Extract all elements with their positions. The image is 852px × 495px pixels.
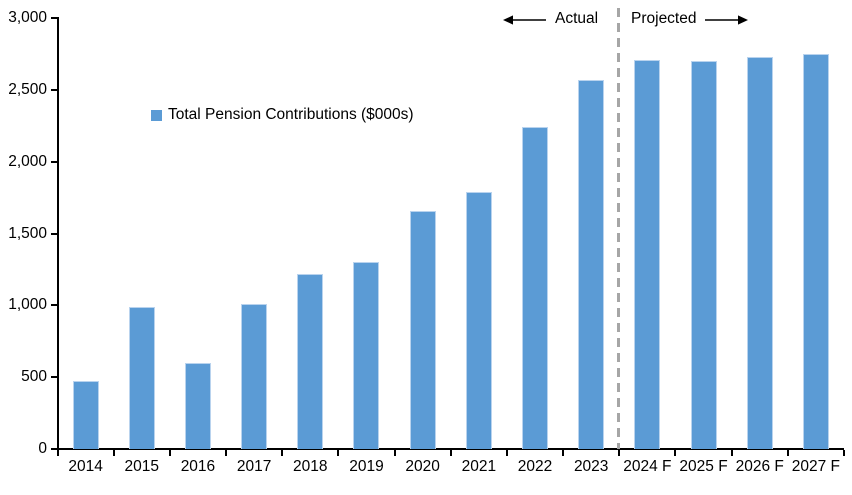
x-axis-tick — [786, 450, 789, 456]
y-axis-tick — [51, 304, 58, 307]
y-axis-tick-label: 500 — [21, 368, 47, 386]
y-axis-tick — [51, 17, 58, 19]
x-axis-label: 2021 — [461, 458, 497, 475]
x-axis-tick — [730, 450, 733, 456]
x-axis-label: 2025 F — [679, 458, 728, 475]
bar-2026-f — [746, 56, 773, 449]
bar-2025-f — [690, 61, 717, 449]
x-axis-label: 2018 — [293, 458, 328, 475]
y-axis-tick — [51, 160, 58, 163]
bar-2017 — [241, 303, 268, 449]
x-axis-label: 2023 — [573, 458, 609, 475]
x-axis-tick — [168, 450, 171, 456]
x-axis-label: 2015 — [124, 458, 159, 475]
x-axis-tick — [562, 450, 565, 456]
right-arrow-icon — [705, 15, 748, 25]
bar-2020 — [409, 210, 436, 449]
y-axis-tick-label: 3,000 — [8, 9, 47, 26]
y-axis-tick-label: 1,000 — [8, 296, 47, 314]
x-axis-tick — [225, 450, 228, 456]
bar-2015 — [128, 306, 155, 449]
x-axis-line — [52, 448, 844, 450]
bar-2018 — [297, 273, 324, 449]
y-axis-tick-label: 1,500 — [8, 224, 47, 242]
bar-2027-f — [802, 53, 829, 449]
bar-2022 — [522, 127, 549, 449]
bar-2016 — [184, 362, 211, 449]
x-axis-label: 2016 — [180, 458, 216, 475]
x-axis-tick — [393, 450, 396, 456]
y-axis-tick — [51, 448, 58, 450]
x-axis-tick — [674, 450, 677, 456]
bar-2021 — [465, 191, 492, 449]
bar-2023 — [578, 79, 605, 449]
bar-2024-f — [634, 59, 661, 449]
y-axis-tick-label: 2,000 — [8, 152, 47, 170]
x-axis-label: 2027 F — [791, 458, 841, 475]
x-axis-label: 2019 — [349, 458, 384, 475]
x-axis-tick — [505, 450, 508, 456]
x-axis-label: 2022 — [517, 458, 553, 475]
x-axis-tick — [337, 450, 340, 456]
left-arrow-icon — [503, 15, 546, 25]
x-axis-tick — [56, 450, 59, 456]
legend-label: Total Pension Contributions ($000s) — [168, 106, 414, 123]
y-axis-tick — [51, 232, 58, 235]
actual-label: Actual — [555, 10, 599, 27]
x-axis-tick — [618, 450, 621, 456]
y-axis-tick-label: 0 — [38, 440, 47, 457]
x-axis-label: 2026 F — [735, 458, 784, 475]
legend-swatch-icon — [151, 109, 162, 121]
x-axis-label: 2017 — [236, 458, 272, 475]
y-axis-tick — [51, 88, 58, 91]
legend: Total Pension Contributions ($000s) — [151, 105, 414, 125]
actual-projected-divider — [616, 8, 620, 449]
bar-2019 — [353, 262, 380, 449]
bar-2014 — [72, 381, 99, 449]
x-axis-tick — [281, 450, 284, 456]
x-axis-tick — [843, 450, 845, 456]
x-axis-label: 2014 — [68, 458, 103, 475]
projected-label: Projected — [631, 10, 697, 27]
y-axis-tick — [51, 376, 58, 379]
x-axis-tick — [112, 450, 115, 456]
x-axis-label: 2024 F — [623, 458, 672, 475]
y-axis-tick-label: 2,500 — [8, 80, 47, 98]
y-axis-line — [57, 17, 59, 450]
x-axis-label: 2020 — [405, 458, 440, 475]
x-axis-tick — [449, 450, 452, 456]
